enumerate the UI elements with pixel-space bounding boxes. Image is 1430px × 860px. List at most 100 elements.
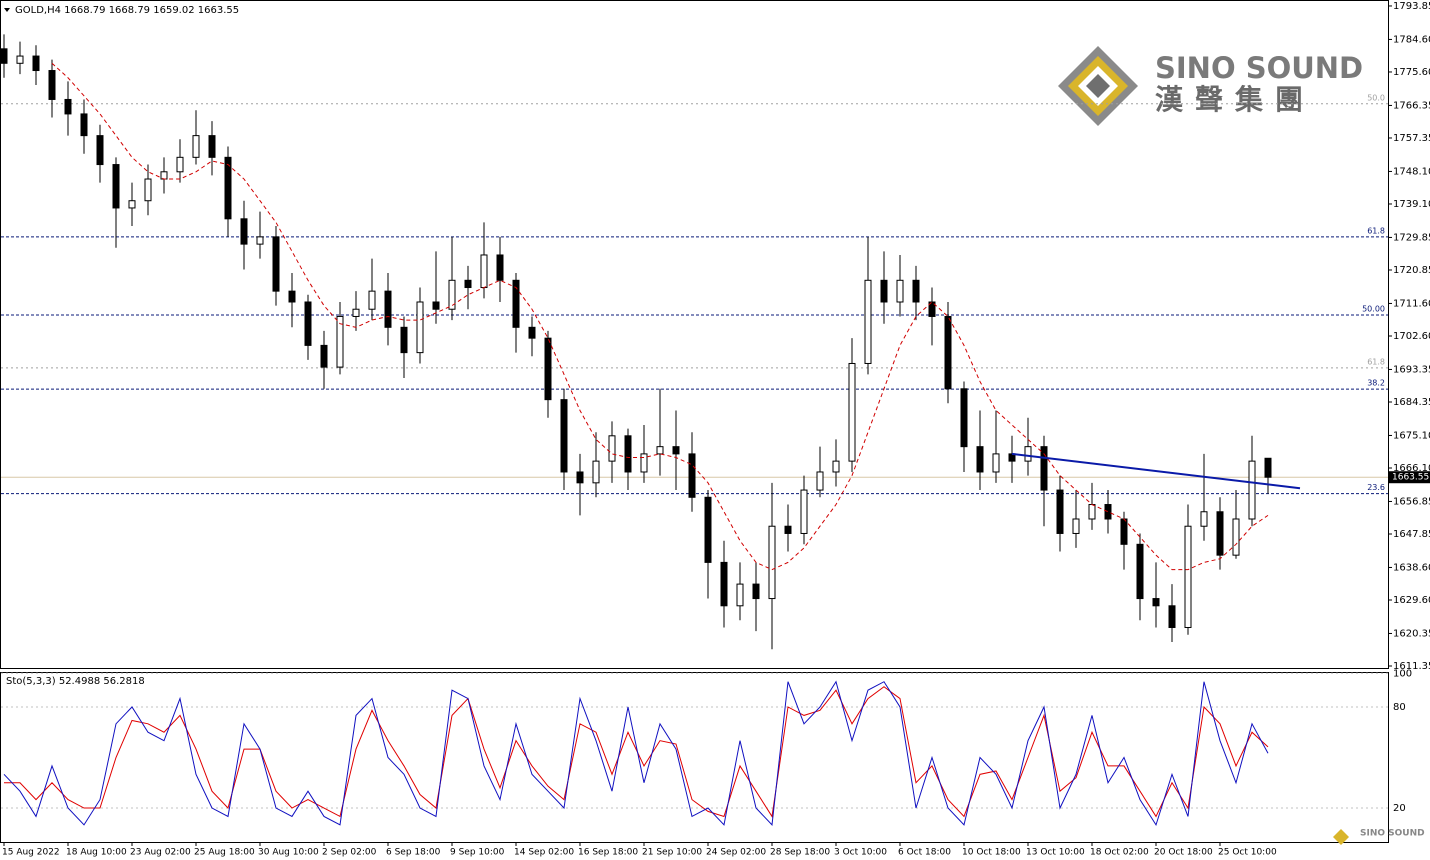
candle-body <box>880 279 888 303</box>
candle-body <box>928 301 936 317</box>
y-tick-label: 1647.85 <box>1393 529 1430 540</box>
candle-body <box>688 453 696 498</box>
candle-body <box>960 388 968 448</box>
stochastic-label: Sto(5,3,3) <box>6 676 56 687</box>
candle-body <box>608 435 616 462</box>
candle-body <box>384 290 392 328</box>
candle-body <box>800 489 808 534</box>
candle-body <box>1168 605 1176 628</box>
x-tick-label: 30 Aug 10:00 <box>258 848 319 858</box>
logo-name: SINO SOUND <box>1360 829 1425 839</box>
chart-header: GOLD,H4 1668.79 1668.79 1659.02 1663.55 <box>15 5 239 16</box>
candle-body <box>448 279 456 310</box>
x-tick-label: 23 Aug 02:00 <box>130 848 191 858</box>
candle-body <box>832 460 840 473</box>
candle-body <box>704 496 712 563</box>
stochastic-tick-label: 100 <box>1393 668 1412 679</box>
candle-body <box>112 164 120 209</box>
candle-body <box>1104 504 1112 520</box>
main-panel <box>0 0 1389 669</box>
y-tick-label: 1684.35 <box>1393 397 1430 408</box>
candle-body <box>848 362 856 462</box>
y-tick-label: 1729.85 <box>1393 232 1430 243</box>
y-tick-label: 1739.10 <box>1393 199 1430 210</box>
candle-body <box>80 113 88 137</box>
y-tick-label: 1693.35 <box>1393 364 1430 375</box>
candle-body <box>1248 460 1256 520</box>
x-tick-label: 25 Aug 18:00 <box>194 848 255 858</box>
y-tick-label: 1793.85 <box>1393 1 1430 12</box>
candle-body <box>272 236 280 292</box>
candle-body <box>1232 518 1240 556</box>
sub-panel <box>0 672 1389 843</box>
candle-body <box>896 279 904 303</box>
y-tick-label: 1666.10 <box>1393 463 1430 474</box>
candle-body <box>176 156 184 173</box>
x-tick-label: 21 Sep 10:00 <box>642 848 702 858</box>
candle-body <box>128 200 136 209</box>
candle-body <box>784 525 792 534</box>
x-tick-label: 10 Oct 18:00 <box>962 848 1021 858</box>
candle-body <box>1088 504 1096 520</box>
candle-body <box>480 254 488 289</box>
symbol: GOLD,H4 <box>15 5 61 16</box>
candle-body <box>944 315 952 390</box>
candle-body <box>656 446 664 455</box>
current-price-box <box>1389 471 1430 484</box>
x-tick-label: 6 Sep 18:00 <box>386 848 441 858</box>
fib-label: 23.6 <box>1367 483 1385 492</box>
candle-body <box>992 453 1000 473</box>
candle-body <box>976 446 984 473</box>
menu-arrow[interactable] <box>4 8 10 12</box>
high-value: 1668.79 <box>109 5 150 16</box>
y-tick-label: 1611.35 <box>1393 661 1430 672</box>
fib-label: 50.00 <box>1362 305 1385 314</box>
candle-body <box>320 344 328 368</box>
candle-body <box>1040 446 1048 491</box>
y-tick-label: 1720.85 <box>1393 265 1430 276</box>
y-tick-label: 1784.60 <box>1393 34 1430 45</box>
moving-average <box>51 62 1269 571</box>
fib-label: 50.0 <box>1367 93 1385 102</box>
stochastic-header: Sto(5,3,3) 52.4988 56.2818 <box>6 676 145 687</box>
candle-body <box>1216 511 1224 556</box>
candle-body <box>160 171 168 180</box>
y-tick-label: 1748.10 <box>1393 166 1430 177</box>
logo: SINO SOUND 漢聲集團 <box>1058 46 1363 126</box>
x-tick-label: 2 Sep 02:00 <box>322 848 377 858</box>
y-tick-label: 1766.35 <box>1393 100 1430 111</box>
x-tick-label: 24 Sep 02:00 <box>706 848 766 858</box>
x-tick-label: 28 Sep 18:00 <box>770 848 830 858</box>
fib-label: 61.8 <box>1367 357 1385 366</box>
candle-body <box>304 301 312 346</box>
logo-diamond <box>1333 829 1349 845</box>
x-tick-label: 13 Oct 10:00 <box>1026 848 1085 858</box>
candle-body <box>32 55 40 72</box>
candle-body <box>544 337 552 401</box>
y-tick-label: 1711.60 <box>1393 298 1430 309</box>
stochastic-main-value: 52.4988 <box>59 676 100 687</box>
candle-body <box>192 135 200 158</box>
stochastic-main <box>3 680 1269 827</box>
candle-body <box>576 471 584 484</box>
y-tick-label: 1675.10 <box>1393 430 1430 441</box>
candle-body <box>640 453 648 473</box>
x-tick-label: 14 Sep 02:00 <box>514 848 574 858</box>
x-tick-label: 3 Oct 10:00 <box>834 848 887 858</box>
logo-diamond <box>1086 74 1110 98</box>
candle-body <box>256 236 264 245</box>
fib-label: 61.8 <box>1367 226 1385 235</box>
candle-body <box>560 399 568 473</box>
candle-body <box>336 315 344 368</box>
close-value: 1663.55 <box>198 5 239 16</box>
stochastic-signal-value: 56.2818 <box>103 676 144 687</box>
low-value: 1659.02 <box>153 5 194 16</box>
y-tick-label: 1620.35 <box>1393 628 1430 639</box>
candle-body <box>496 254 504 281</box>
candle-body <box>1184 525 1192 628</box>
candle-body <box>672 446 680 455</box>
current-price-label: 1663.55 <box>1392 473 1429 483</box>
candle-body <box>1072 518 1080 534</box>
candle-body <box>48 70 56 100</box>
